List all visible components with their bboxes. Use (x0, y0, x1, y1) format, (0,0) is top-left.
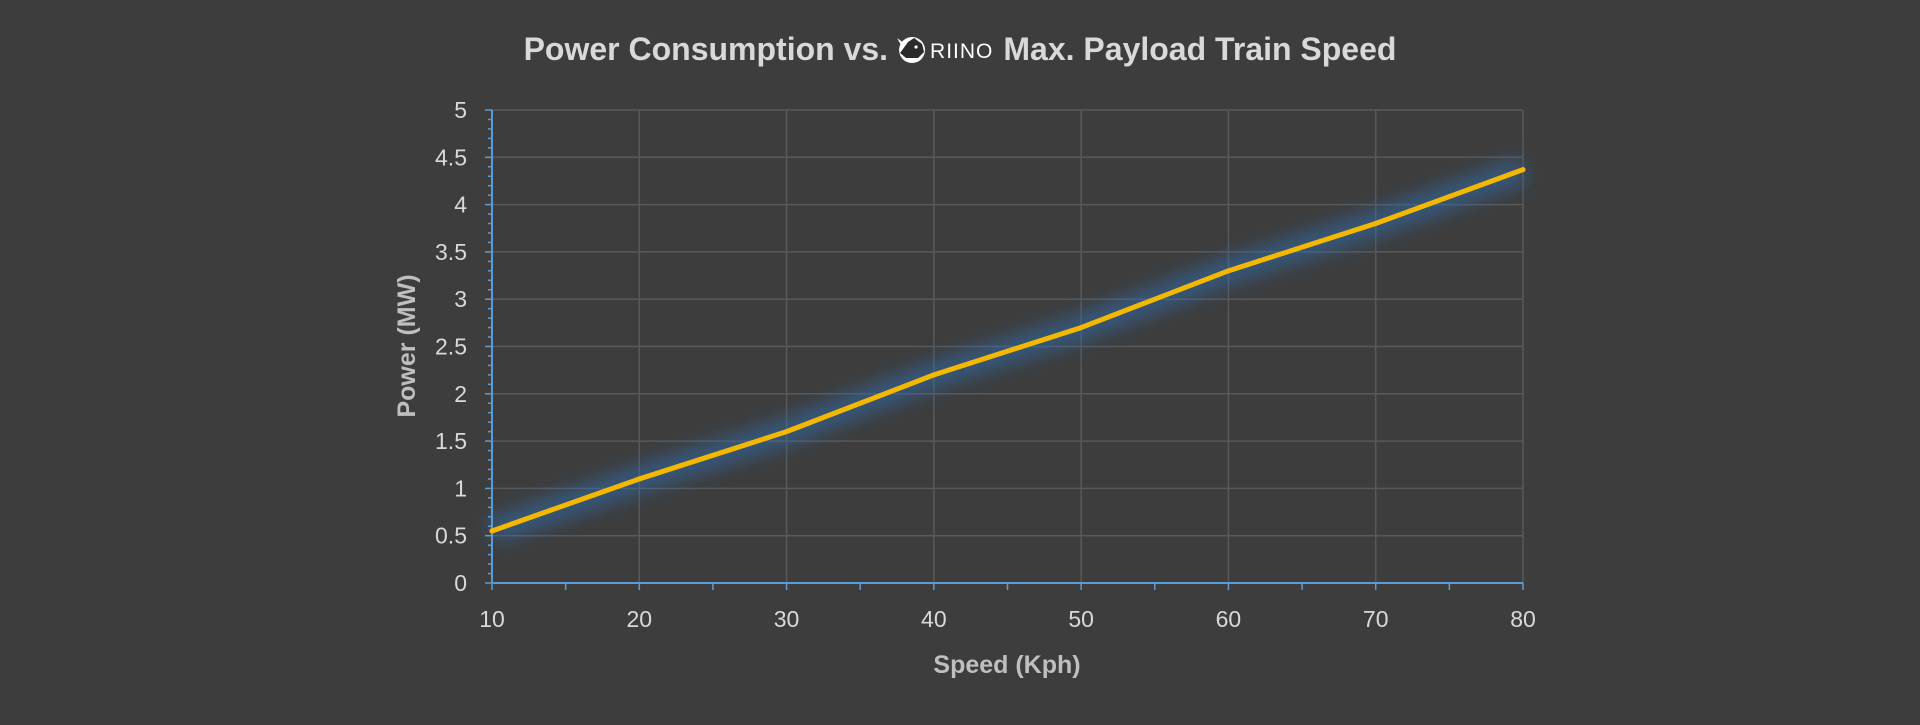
series (489, 167, 1526, 534)
data-point (489, 528, 495, 534)
y-tick-label: 0 (454, 570, 467, 596)
x-tick-label: 70 (1363, 606, 1389, 632)
x-tick-labels: 10 20 30 40 50 60 70 80 (479, 606, 1536, 632)
y-tick-label: 2.5 (435, 334, 467, 360)
x-tick-label: 60 (1216, 606, 1242, 632)
data-point (636, 476, 642, 482)
y-tick-label: 3.5 (435, 239, 467, 265)
y-axis-label: Power (MW) (393, 274, 421, 417)
axes (485, 109, 1524, 590)
data-point (1078, 325, 1084, 331)
x-tick-label: 10 (479, 606, 505, 632)
x-tick-label: 20 (626, 606, 652, 632)
y-tick-label: 1.5 (435, 428, 467, 454)
riino-logo: RIINO (897, 37, 993, 63)
y-tick-label: 4 (454, 192, 467, 218)
logo-text: RIINO (930, 40, 993, 63)
y-tick-label: 2 (454, 381, 467, 407)
data-point (931, 372, 937, 378)
chart-title: Power Consumption vs. RIINO Max. Payload… (524, 31, 1397, 67)
data-point (784, 429, 790, 435)
series-line (489, 167, 1526, 534)
y-tick-label: 0.5 (435, 523, 467, 549)
x-tick-label: 50 (1068, 606, 1094, 632)
y-tick-label: 5 (454, 97, 467, 123)
x-tick-label: 80 (1510, 606, 1536, 632)
x-axis-label: Speed (Kph) (933, 651, 1080, 679)
chart-title-suffix: Max. Payload Train Speed (1003, 31, 1396, 67)
data-point (1225, 268, 1231, 274)
y-tick-label: 3 (454, 286, 467, 312)
x-tick-label: 30 (774, 606, 800, 632)
data-point (1520, 167, 1526, 173)
y-tick-label: 1 (454, 475, 467, 501)
data-point (1373, 221, 1379, 227)
rhino-icon (897, 37, 926, 63)
chart-title-prefix: Power Consumption vs. (524, 31, 888, 67)
y-tick-labels: 0 0.5 1 1.5 2 2.5 3 3.5 4 4.5 5 (435, 97, 467, 596)
y-tick-label: 4.5 (435, 144, 467, 170)
x-tick-label: 40 (921, 606, 947, 632)
